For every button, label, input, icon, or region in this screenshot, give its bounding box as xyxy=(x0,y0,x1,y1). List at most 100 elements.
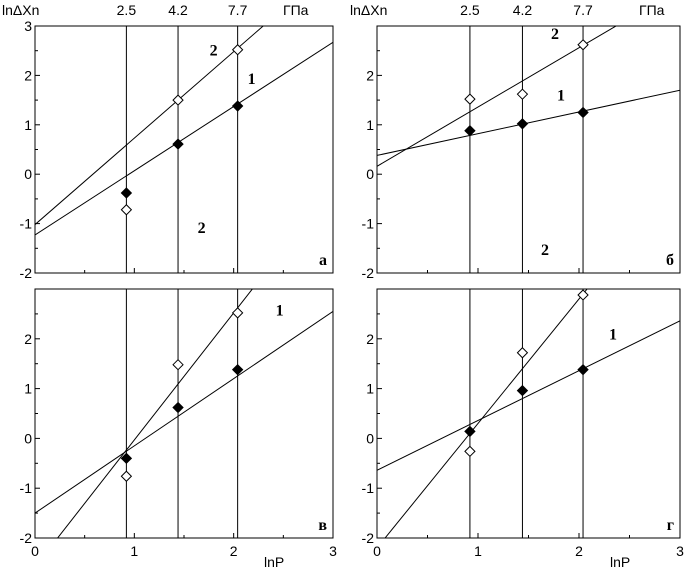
figure-header: lnΔXn lnΔXn ГПа ГПа lnP lnP xyxy=(2,2,665,570)
open-diamond-point xyxy=(516,347,529,359)
y-tick-label: -2 xyxy=(20,265,33,281)
y-tick-label: 1 xyxy=(24,117,32,133)
pressure-tick-label: 4.2 xyxy=(168,2,188,18)
filled-diamond-point xyxy=(516,118,529,130)
fit-line-series-2 xyxy=(384,289,588,538)
filled-diamond-point xyxy=(231,100,244,112)
fit-line-series-2 xyxy=(377,26,618,167)
filled-diamond-point xyxy=(516,384,529,397)
fit-lines xyxy=(35,289,333,538)
open-diamond-point xyxy=(231,44,244,56)
panel-label: б xyxy=(666,252,674,269)
y-tick-label: 2 xyxy=(24,67,32,83)
y-tick-label: 2 xyxy=(366,67,374,83)
y-tick-label: -2 xyxy=(362,530,375,546)
y-tick-label: 2 xyxy=(366,331,374,347)
y-tick-label: -1 xyxy=(20,216,33,232)
panel-label: г xyxy=(667,517,674,534)
y-tick-label: 1 xyxy=(366,381,374,397)
fit-line-series-1 xyxy=(377,320,680,471)
panel-label: в xyxy=(318,517,327,534)
fit-line-series-2 xyxy=(56,289,253,538)
series-label: 1 xyxy=(276,303,284,320)
open-diamond-point xyxy=(120,204,133,216)
x-tick-label: 2 xyxy=(575,543,583,559)
open-diamond-point xyxy=(577,39,589,51)
open-diamond-point xyxy=(172,94,184,106)
open-diamond-point xyxy=(516,88,529,100)
y-axis-title-right: lnΔXn xyxy=(350,2,387,18)
series-label: 1 xyxy=(609,327,617,344)
x-tick-label: 3 xyxy=(329,543,337,559)
series-label: 2 xyxy=(210,43,218,60)
open-diamond-point xyxy=(577,289,589,301)
filled-diamond-point xyxy=(464,125,476,137)
filled-diamond-point xyxy=(577,106,589,119)
y-tick-label: 2 xyxy=(24,331,32,347)
pressure-tick-label: 2.5 xyxy=(117,2,137,18)
plot-frame xyxy=(376,288,681,539)
x-tick-label: 1 xyxy=(130,543,138,559)
series-label: 2 xyxy=(551,26,559,43)
series-label: 1 xyxy=(248,71,256,88)
y-tick-label: 1 xyxy=(366,117,374,133)
fit-line-series-1 xyxy=(377,89,680,156)
panel-б: 2.5 4.2 7.7 -2 -1 0 1 2 1 2 б xyxy=(362,2,681,281)
pressure-tick-label: 7.7 xyxy=(573,2,593,18)
y-tick-label: 1 xyxy=(24,381,32,397)
plot-frame xyxy=(376,25,681,274)
panel-г: -2 -1 0 1 2 0 1 2 3 1 2 г xyxy=(362,242,685,559)
panel-а: 2.5 4.2 7.7 -2 -1 0 1 2 3 1 2 а xyxy=(20,2,334,281)
y-tick-label: -2 xyxy=(362,265,375,281)
y-tick-label: 0 xyxy=(24,166,32,182)
x-axis-title-right: lnP xyxy=(610,554,630,570)
pressure-tick-label: 7.7 xyxy=(228,2,248,18)
series-label: 2 xyxy=(198,220,206,237)
panel-label: а xyxy=(319,252,327,269)
plot-frame xyxy=(34,288,334,539)
open-diamond-point xyxy=(464,93,476,105)
pressure-tick-label: 2.5 xyxy=(460,2,480,18)
filled-diamond-point xyxy=(120,187,133,199)
open-diamond-point xyxy=(172,358,184,371)
fit-lines xyxy=(377,26,680,167)
y-tick-label: -2 xyxy=(20,530,33,546)
open-diamond-point xyxy=(464,445,476,458)
x-tick-label: 0 xyxy=(31,543,39,559)
y-tick-label: -1 xyxy=(362,480,375,496)
fit-line-series-1 xyxy=(35,41,333,236)
y-tick-label: 0 xyxy=(366,166,374,182)
fit-lines xyxy=(35,26,333,236)
y-tick-label: -1 xyxy=(20,480,33,496)
fit-line-series-1 xyxy=(35,310,333,514)
series-label: 2 xyxy=(541,242,549,259)
series-label: 1 xyxy=(557,87,565,104)
filled-diamond-point xyxy=(464,425,476,438)
x-axis-title-left: lnP xyxy=(264,554,284,570)
plot-frame xyxy=(34,25,334,274)
filled-diamond-point xyxy=(577,363,589,376)
open-diamond-point xyxy=(120,470,133,482)
pressure-tick-label: 4.2 xyxy=(513,2,533,18)
x-tick-label: 2 xyxy=(230,543,238,559)
filled-diamond-point xyxy=(172,138,184,150)
filled-diamond-point xyxy=(231,363,244,376)
filled-diamond-point xyxy=(120,452,133,465)
y-tick-label: -1 xyxy=(362,216,375,232)
fit-lines xyxy=(377,289,680,538)
x-tick-label: 1 xyxy=(474,543,482,559)
y-axis-title-left: lnΔXn xyxy=(2,2,39,18)
open-diamond-point xyxy=(231,307,244,319)
x-tick-label: 3 xyxy=(676,543,684,559)
filled-diamond-point xyxy=(172,401,184,414)
pressure-unit-left: ГПа xyxy=(283,2,309,18)
y-tick-label: 0 xyxy=(366,430,374,446)
y-tick-label: 0 xyxy=(24,430,32,446)
x-tick-label: 0 xyxy=(373,543,381,559)
y-tick-label: 3 xyxy=(24,18,32,34)
panel-в: -2 -1 0 1 2 0 1 2 3 1 2 в xyxy=(20,220,338,559)
fit-line-series-2 xyxy=(35,26,264,225)
pressure-unit-right: ГПа xyxy=(639,2,665,18)
